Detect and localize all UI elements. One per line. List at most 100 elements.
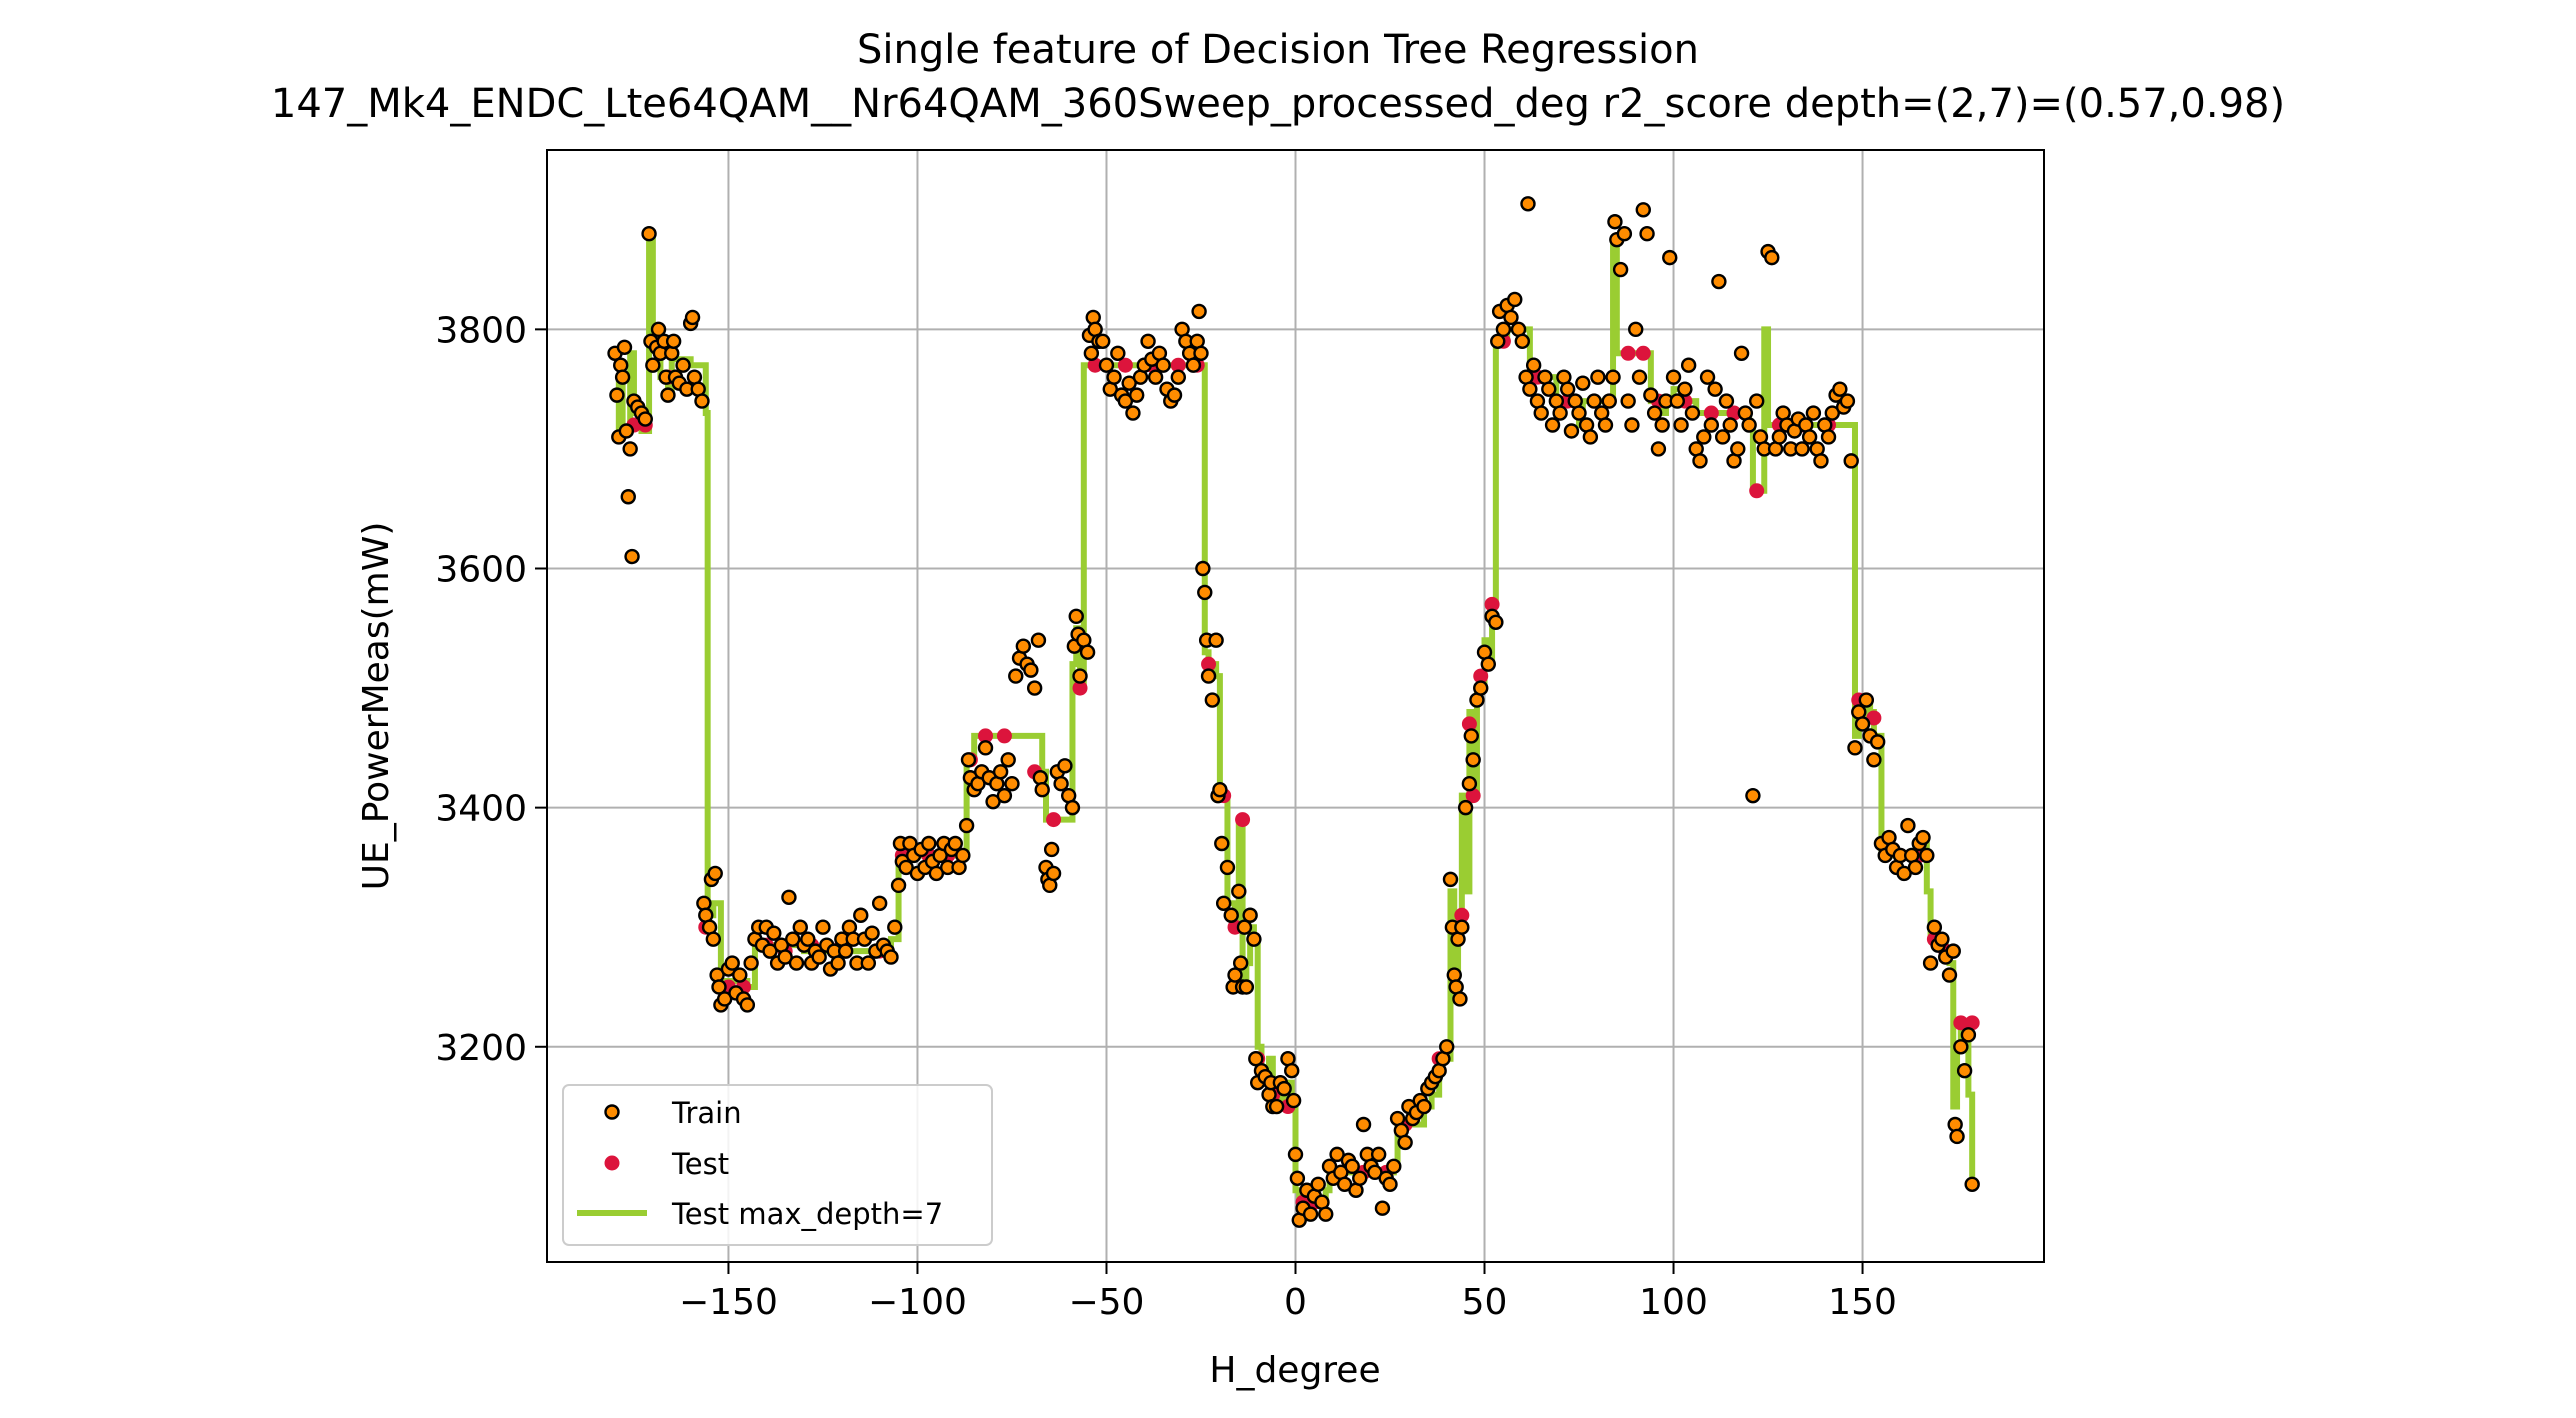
train-point	[1185, 357, 1202, 373]
train-point	[1166, 387, 1183, 403]
train-point	[1654, 417, 1670, 433]
train-point	[1805, 405, 1822, 421]
train-point	[645, 357, 661, 373]
train-point	[1232, 955, 1249, 971]
train-point	[1140, 333, 1156, 350]
train-point	[684, 309, 701, 326]
train-point	[1960, 1027, 1977, 1043]
train-point	[1057, 758, 1073, 774]
train-point	[883, 949, 899, 965]
train-point	[1533, 405, 1549, 421]
train-point	[641, 225, 657, 242]
train-point	[1639, 225, 1655, 242]
train-point	[1964, 1176, 1980, 1192]
train-point	[1480, 656, 1496, 672]
train-point	[853, 907, 869, 923]
y-tick-label: 3400	[435, 789, 527, 830]
train-point	[1677, 381, 1693, 397]
train-point	[1552, 405, 1568, 421]
train-point	[1284, 1062, 1300, 1079]
train-point	[1854, 716, 1871, 732]
train-point	[1208, 632, 1224, 648]
train-point	[1520, 196, 1536, 212]
train-point	[788, 955, 805, 971]
train-point	[887, 919, 903, 935]
train-point	[1571, 405, 1587, 421]
train-point	[1869, 734, 1886, 750]
train-point	[1204, 692, 1221, 708]
train-point	[1200, 668, 1217, 684]
train-point	[1722, 417, 1738, 433]
train-point	[811, 949, 827, 965]
train-point	[864, 925, 880, 941]
train-point	[1680, 357, 1697, 373]
x-tick-label: 0	[1284, 1282, 1307, 1323]
train-point	[1355, 1116, 1372, 1133]
train-point	[1563, 423, 1580, 439]
train-point	[1473, 680, 1489, 696]
train-point	[1624, 417, 1640, 433]
train-point	[815, 919, 831, 935]
train-point	[1620, 393, 1636, 409]
train-point	[960, 752, 977, 768]
train-point	[1616, 225, 1633, 242]
train-point	[1503, 309, 1519, 326]
train-point	[1193, 345, 1209, 361]
train-point	[1665, 369, 1682, 385]
train-point	[1718, 393, 1735, 409]
train-point	[1941, 967, 1958, 983]
train-point	[1703, 417, 1720, 433]
train-point	[1748, 393, 1765, 409]
train-point	[1030, 632, 1047, 648]
y-axis-ticks: 3200 3400 3600 3800	[435, 310, 547, 1069]
train-point	[1026, 680, 1043, 696]
x-tick-label: 150	[1828, 1282, 1897, 1323]
train-point	[1714, 429, 1731, 445]
train-point	[1733, 345, 1750, 361]
train-point	[1900, 817, 1916, 834]
train-point	[1219, 859, 1236, 876]
test-point	[1620, 345, 1636, 361]
train-point	[1191, 303, 1207, 320]
train-point	[1382, 1176, 1398, 1192]
train-point	[1956, 1062, 1973, 1079]
train-point	[1386, 1158, 1402, 1175]
train-point	[1318, 1206, 1334, 1222]
train-point	[1068, 608, 1084, 625]
train-point	[1095, 333, 1111, 350]
train-point	[1285, 1092, 1302, 1109]
train-point	[1043, 841, 1060, 858]
train-point	[1771, 429, 1788, 445]
train-point	[1370, 1146, 1387, 1163]
legend-test-label: Test	[671, 1147, 729, 1181]
train-point	[1488, 614, 1504, 631]
train-point	[1106, 369, 1122, 385]
series-train	[607, 196, 1980, 1228]
train-point	[1847, 740, 1863, 756]
legend-train-label: Train	[671, 1096, 742, 1130]
train-point	[614, 369, 631, 385]
train-point	[620, 489, 636, 505]
train-point	[1926, 919, 1943, 935]
train-point	[1461, 776, 1478, 792]
train-point	[1745, 787, 1761, 804]
train-point	[1507, 291, 1523, 308]
train-point	[1045, 865, 1062, 882]
train-point	[1919, 847, 1935, 864]
legend: Train Test Test max_depth=7	[562, 1084, 993, 1246]
train-point	[1302, 1206, 1319, 1222]
y-axis-label: UE_PowerMeas(mW)	[356, 522, 397, 891]
train-point	[739, 997, 756, 1013]
train-point	[1215, 895, 1232, 911]
train-point	[1646, 405, 1663, 421]
train-point	[618, 423, 635, 439]
x-tick-label: −150	[679, 1282, 778, 1323]
train-point	[1238, 979, 1255, 995]
train-point	[1287, 1146, 1304, 1163]
train-point	[1650, 441, 1667, 457]
train-point	[1525, 357, 1542, 373]
train-point	[1915, 829, 1931, 846]
train-point	[707, 865, 723, 882]
